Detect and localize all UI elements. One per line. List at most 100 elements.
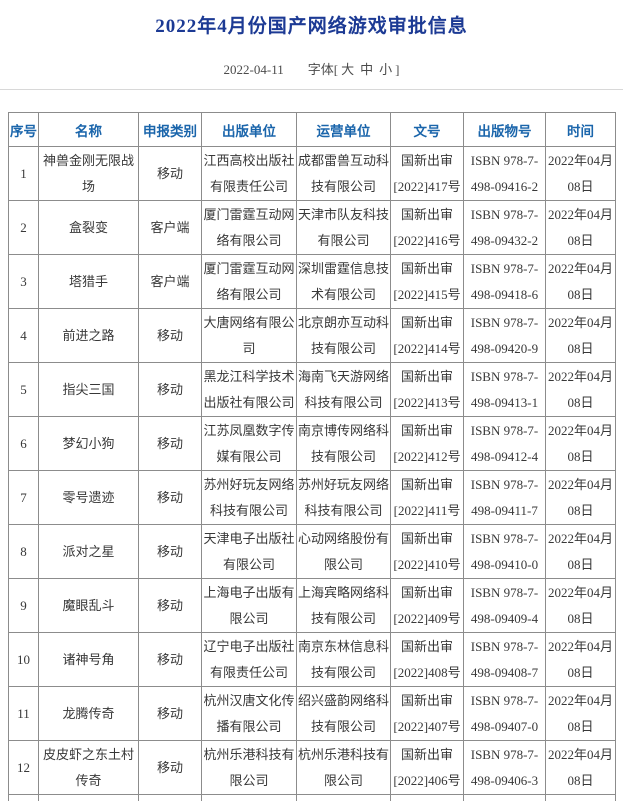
- cell-operator: 南京东林信息科技有限公司: [296, 632, 391, 687]
- isbn-line1: ISBN 978-7-: [470, 692, 539, 708]
- table-row: 1 神兽金刚无限战场 移动 江西高校出版社有限责任公司 成都雷兽互动科技有限公司…: [8, 146, 616, 201]
- table-row: 11 龙腾传奇 移动 杭州汉唐文化传播有限公司 绍兴盛韵网络科技有限公司 国新出…: [8, 686, 616, 741]
- cell-isbn: ISBN 978-7- 498-09416-2: [463, 146, 546, 201]
- cell-isbn: ISBN 978-7- 498-09408-7: [463, 632, 546, 687]
- cell-operator: 天津市队友科技有限公司: [296, 200, 391, 255]
- cell-isbn: ISBN 978-7- 498-09418-6: [463, 254, 546, 309]
- isbn-line1: ISBN 978-7-: [470, 584, 539, 600]
- column-header-publisher: 出版单位: [201, 112, 297, 147]
- doc-number-line2: [2022]410号: [393, 556, 461, 572]
- cell-isbn: ISBN 978-7- 498-09409-4: [463, 578, 546, 633]
- cell-serial: 10: [8, 632, 39, 687]
- date-line2: 08日: [567, 394, 594, 410]
- doc-number-line1: 国新出审: [400, 260, 453, 276]
- cell-doc-number: 国新出审 [2022]411号: [390, 470, 464, 525]
- doc-number-line1: 国新出审: [400, 206, 453, 222]
- column-header-operator: 运营单位: [296, 112, 391, 147]
- table-row: 4 前进之路 移动 大唐网络有限公司 北京朗亦互动科技有限公司 国新出审 [20…: [8, 308, 616, 363]
- table-row: 12 皮皮虾之东土村传奇 移动 杭州乐港科技有限公司 杭州乐港科技有限公司 国新…: [8, 740, 616, 795]
- cell-date: 2022年04月 08日: [545, 740, 616, 795]
- cell-publisher: 大唐网络有限公司: [201, 308, 297, 363]
- column-header-serial: 序号: [8, 112, 39, 147]
- date-line2: 08日: [567, 502, 594, 518]
- doc-number-line1: 国新出审: [400, 638, 453, 654]
- cell-serial: 8: [8, 524, 39, 579]
- cell-doc-number: [390, 794, 464, 801]
- date-line2: 08日: [567, 232, 594, 248]
- cell-serial: [8, 794, 39, 801]
- approval-table: 序号 名称 申报类别 出版单位 运营单位 文号 出版物号 时间 1 神兽金刚无限…: [8, 112, 616, 801]
- doc-number-line1: 国新出审: [400, 530, 453, 546]
- cell-serial: 11: [8, 686, 39, 741]
- column-header-doc-no: 文号: [390, 112, 464, 147]
- isbn-line2: 498-09411-7: [471, 502, 538, 518]
- isbn-line2: 498-09406-3: [470, 772, 539, 788]
- table-row: 10 诸神号角 移动 辽宁电子出版社有限责任公司 南京东林信息科技有限公司 国新…: [8, 632, 616, 687]
- cell-doc-number: 国新出审 [2022]410号: [390, 524, 464, 579]
- cell-category: [138, 794, 202, 801]
- cell-category: 移动: [138, 470, 202, 525]
- doc-number-line2: [2022]408号: [393, 664, 461, 680]
- doc-number-line2: [2022]414号: [393, 340, 461, 356]
- cell-game-name: 塔猎手: [38, 254, 139, 309]
- cell-operator: 海南飞天游网络科技有限公司: [296, 362, 391, 417]
- cell-serial: 4: [8, 308, 39, 363]
- font-size-label: 字体: [307, 62, 334, 77]
- isbn-line2: 498-09410-0: [470, 556, 539, 572]
- cell-date: 2022年04月 08日: [545, 416, 616, 471]
- doc-number-line2: [2022]407号: [393, 718, 461, 734]
- doc-number-line1: 国新出审: [400, 584, 453, 600]
- cell-operator: 绍兴盛韵网络科技有限公司: [296, 686, 391, 741]
- date-line1: 2022年04月: [547, 692, 613, 708]
- cell-doc-number: 国新出审 [2022]414号: [390, 308, 464, 363]
- cell-game-name: 神兽金刚无限战场: [38, 146, 139, 201]
- cell-publisher: 厦门雷霆互动网络有限公司: [201, 200, 297, 255]
- cell-publisher: 江西高校出版社有限责任公司: [201, 146, 297, 201]
- cell-serial: 1: [8, 146, 39, 201]
- isbn-line2: 498-09416-2: [470, 178, 539, 194]
- cell-doc-number: 国新出审 [2022]415号: [390, 254, 464, 309]
- date-line1: 2022年04月: [547, 584, 613, 600]
- isbn-line1: ISBN 978-7-: [470, 152, 539, 168]
- cell-publisher: 杭州汉唐文化传播有限公司: [201, 686, 297, 741]
- doc-number-line2: [2022]406号: [393, 772, 461, 788]
- cell-date: 2022年04月 08日: [545, 578, 616, 633]
- font-size-medium[interactable]: 中: [360, 62, 374, 77]
- isbn-line2: 498-09413-1: [470, 394, 539, 410]
- doc-number-line2: [2022]417号: [393, 178, 461, 194]
- isbn-line1: ISBN 978-7-: [470, 476, 539, 492]
- doc-number-line1: 国新出审: [400, 746, 453, 762]
- cell-operator: 心动网络股份有限公司: [296, 524, 391, 579]
- cell-isbn: ISBN 978-7- 498-09420-9: [463, 308, 546, 363]
- isbn-line1: ISBN 978-7-: [470, 368, 539, 384]
- cell-date: 2022年04月 08日: [545, 308, 616, 363]
- cell-publisher: 厦门雷霆互动网络有限公司: [201, 254, 297, 309]
- cell-category: 移动: [138, 146, 202, 201]
- cell-game-name: 指尖三国: [38, 362, 139, 417]
- doc-number-line1: 国新出审: [400, 476, 453, 492]
- cell-operator: 杭州乐港科技有限公司: [296, 740, 391, 795]
- cell-date: 2022年04月 08日: [545, 686, 616, 741]
- cell-date: 2022年04月 08日: [545, 254, 616, 309]
- doc-number-line1: 国新出审: [400, 692, 453, 708]
- cell-doc-number: 国新出审 [2022]417号: [390, 146, 464, 201]
- cell-game-name: [38, 794, 139, 801]
- doc-number-line2: [2022]416号: [393, 232, 461, 248]
- date-line2: 08日: [567, 448, 594, 464]
- cell-publisher: 天津电子出版社有限公司: [201, 524, 297, 579]
- date-line2: 08日: [567, 664, 594, 680]
- isbn-line1: ISBN 978-7-: [470, 260, 539, 276]
- isbn-line2: 498-09412-4: [470, 448, 539, 464]
- cell-isbn: ISBN 978-7- 498-09413-1: [463, 362, 546, 417]
- cell-category: 客户端: [138, 200, 202, 255]
- column-header-name: 名称: [38, 112, 139, 147]
- doc-number-line2: [2022]413号: [393, 394, 461, 410]
- font-size-small[interactable]: 小: [379, 62, 393, 77]
- cell-serial: 9: [8, 578, 39, 633]
- date-line2: 08日: [567, 718, 594, 734]
- font-size-large[interactable]: 大: [341, 62, 355, 77]
- bracket-close: ]: [395, 62, 400, 77]
- cell-date: 2022年04月 08日: [545, 200, 616, 255]
- table-row: 2 盒裂变 客户端 厦门雷霆互动网络有限公司 天津市队友科技有限公司 国新出审 …: [8, 200, 616, 255]
- cell-operator: 苏州好玩友网络科技有限公司: [296, 470, 391, 525]
